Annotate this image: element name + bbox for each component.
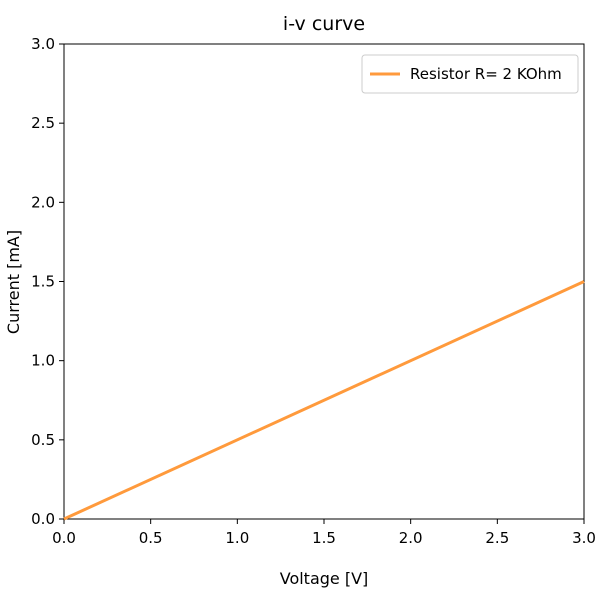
legend-label-resistor: Resistor R= 2 KOhm xyxy=(410,65,562,83)
plot-area-frame xyxy=(63,43,585,520)
legend-box xyxy=(361,54,579,94)
series-layer xyxy=(63,280,585,521)
x-tick-label: 1.0 xyxy=(225,529,249,547)
legend: Resistor R= 2 KOhm xyxy=(361,54,579,94)
y-tick-label: 1.0 xyxy=(31,352,55,370)
x-axis-label: Voltage [V] xyxy=(280,569,369,588)
y-tick-label: 0.0 xyxy=(31,510,55,528)
x-tick-label: 0.5 xyxy=(139,529,163,547)
y-tick-label: 2.5 xyxy=(31,114,55,132)
x-tick-label: 2.5 xyxy=(485,529,509,547)
y-tick-label: 3.0 xyxy=(31,35,55,53)
y-tick-label: 0.5 xyxy=(31,431,55,449)
x-tick-label: 0.0 xyxy=(52,529,76,547)
y-axis-label: Current [mA] xyxy=(4,230,23,334)
y-tick-label: 2.0 xyxy=(31,193,55,211)
x-axis-ticks: 0.0 0.5 1.0 1.5 2.0 2.5 3.0 xyxy=(52,519,596,547)
x-tick-label: 3.0 xyxy=(572,529,596,547)
series-line-resistor xyxy=(63,280,585,521)
y-tick-label: 1.5 xyxy=(31,273,55,291)
x-tick-label: 2.0 xyxy=(399,529,423,547)
y-axis-ticks: 0.0 0.5 1.0 1.5 2.0 2.5 3.0 xyxy=(31,35,64,528)
chart-title: i-v curve xyxy=(283,13,365,35)
x-tick-label: 1.5 xyxy=(312,529,336,547)
